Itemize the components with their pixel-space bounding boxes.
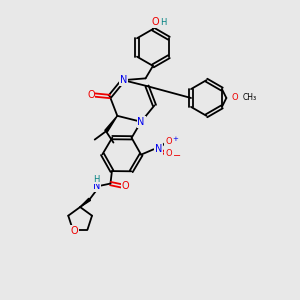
Polygon shape <box>80 198 91 207</box>
Text: +: + <box>172 136 178 142</box>
Text: O: O <box>165 137 172 146</box>
Text: N: N <box>155 144 162 154</box>
Polygon shape <box>105 116 117 132</box>
Text: N: N <box>137 117 145 127</box>
Text: N: N <box>120 75 127 85</box>
Text: O: O <box>152 17 159 28</box>
Text: H: H <box>94 175 100 184</box>
Text: O: O <box>122 181 129 191</box>
Text: O: O <box>87 90 95 100</box>
Text: −: − <box>172 151 181 161</box>
Text: N: N <box>93 181 100 191</box>
Text: O: O <box>165 149 172 158</box>
Text: O: O <box>232 94 238 103</box>
Text: O: O <box>70 226 78 236</box>
Text: CH₃: CH₃ <box>243 94 257 103</box>
Text: H: H <box>160 18 167 27</box>
